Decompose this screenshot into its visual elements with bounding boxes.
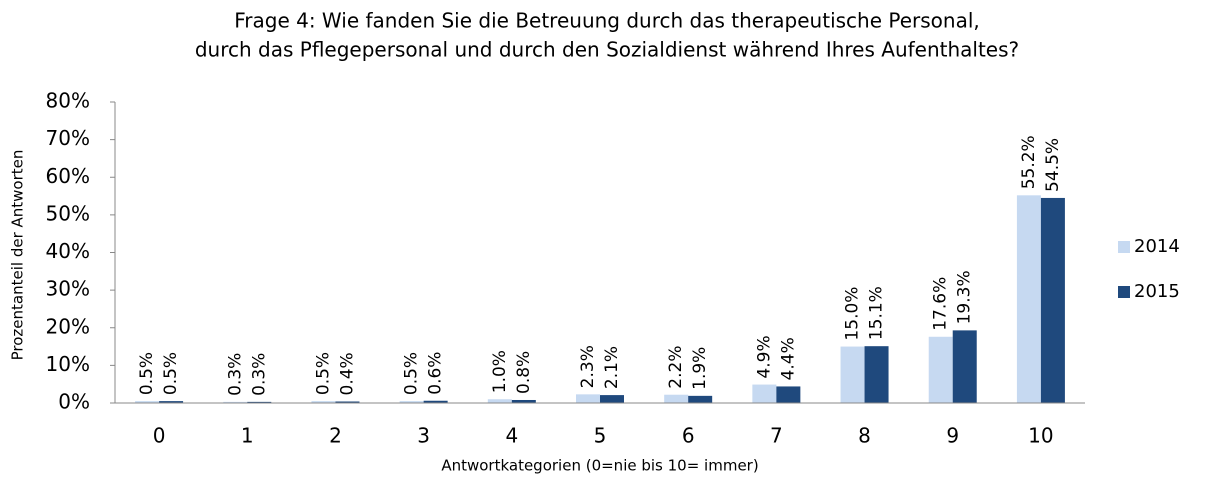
x-tick-label: 5 <box>594 424 607 448</box>
chart-title: Frage 4: Wie fanden Sie die Betreuung du… <box>234 9 980 33</box>
bar <box>335 401 360 403</box>
y-axis-label: Prozentanteil der Antworten <box>9 150 27 361</box>
bar <box>159 401 184 403</box>
bar <box>752 384 777 403</box>
legend-label: 2015 <box>1134 281 1180 302</box>
value-label: 0.5% <box>137 352 157 395</box>
x-tick-label: 7 <box>770 424 783 448</box>
chart-title: durch das Pflegepersonal und durch den S… <box>195 38 1019 62</box>
y-tick-label: 30% <box>46 277 90 301</box>
value-label: 1.0% <box>490 350 510 393</box>
bar <box>1016 195 1041 403</box>
y-tick-label: 50% <box>46 201 90 225</box>
x-tick-label: 9 <box>946 424 959 448</box>
bar <box>776 386 801 403</box>
bar <box>688 395 713 403</box>
x-tick-label: 4 <box>505 424 518 448</box>
bar <box>135 401 160 403</box>
value-label: 19.3% <box>955 270 975 324</box>
value-label: 15.1% <box>867 286 887 340</box>
y-tick-label: 80% <box>46 89 90 113</box>
bar <box>576 394 600 403</box>
bar <box>511 399 536 403</box>
bar <box>840 346 865 403</box>
bar <box>952 330 977 403</box>
value-label: 4.9% <box>754 335 774 378</box>
y-tick-label: 60% <box>46 164 90 188</box>
legend-label: 2014 <box>1134 236 1180 257</box>
bar <box>423 400 448 403</box>
y-tick-label: 70% <box>46 126 90 150</box>
value-label: 2.1% <box>602 346 622 389</box>
x-tick-label: 10 <box>1028 424 1053 448</box>
value-label: 2.2% <box>666 346 686 389</box>
bar <box>664 394 689 403</box>
value-label: 0.3% <box>249 353 269 396</box>
legend-swatch <box>1118 286 1130 298</box>
x-axis-label: Antwortkategorien (0=nie bis 10= immer) <box>441 457 758 475</box>
value-label: 0.5% <box>313 352 333 395</box>
x-tick-label: 6 <box>682 424 695 448</box>
x-tick-label: 1 <box>241 424 254 448</box>
bar <box>311 401 336 403</box>
bar <box>399 401 424 403</box>
value-label: 4.4% <box>778 337 798 380</box>
bar <box>864 346 889 403</box>
bar <box>600 395 624 403</box>
value-label: 0.4% <box>337 352 357 395</box>
value-label: 0.6% <box>426 352 446 395</box>
bar <box>1040 197 1065 403</box>
x-tick-label: 2 <box>329 424 342 448</box>
value-label: 0.3% <box>225 353 245 396</box>
y-tick-label: 20% <box>46 314 90 338</box>
y-tick-label: 10% <box>46 352 90 376</box>
y-tick-label: 40% <box>46 239 90 263</box>
value-label: 2.3% <box>578 345 598 388</box>
bar <box>928 336 953 403</box>
legend-swatch <box>1118 241 1130 253</box>
bar <box>487 399 512 403</box>
value-label: 54.5% <box>1043 138 1063 192</box>
bar <box>247 401 272 403</box>
y-tick-label: 0% <box>58 390 90 414</box>
value-label: 0.8% <box>514 351 534 394</box>
value-label: 1.9% <box>690 347 710 390</box>
x-tick-label: 3 <box>417 424 430 448</box>
value-label: 15.0% <box>843 287 863 341</box>
value-label: 0.5% <box>161 352 181 395</box>
value-label: 17.6% <box>931 277 951 331</box>
x-tick-label: 8 <box>858 424 871 448</box>
value-label: 0.5% <box>402 352 422 395</box>
bar <box>223 401 248 403</box>
x-tick-label: 0 <box>153 424 166 448</box>
value-label: 55.2% <box>1019 135 1039 189</box>
